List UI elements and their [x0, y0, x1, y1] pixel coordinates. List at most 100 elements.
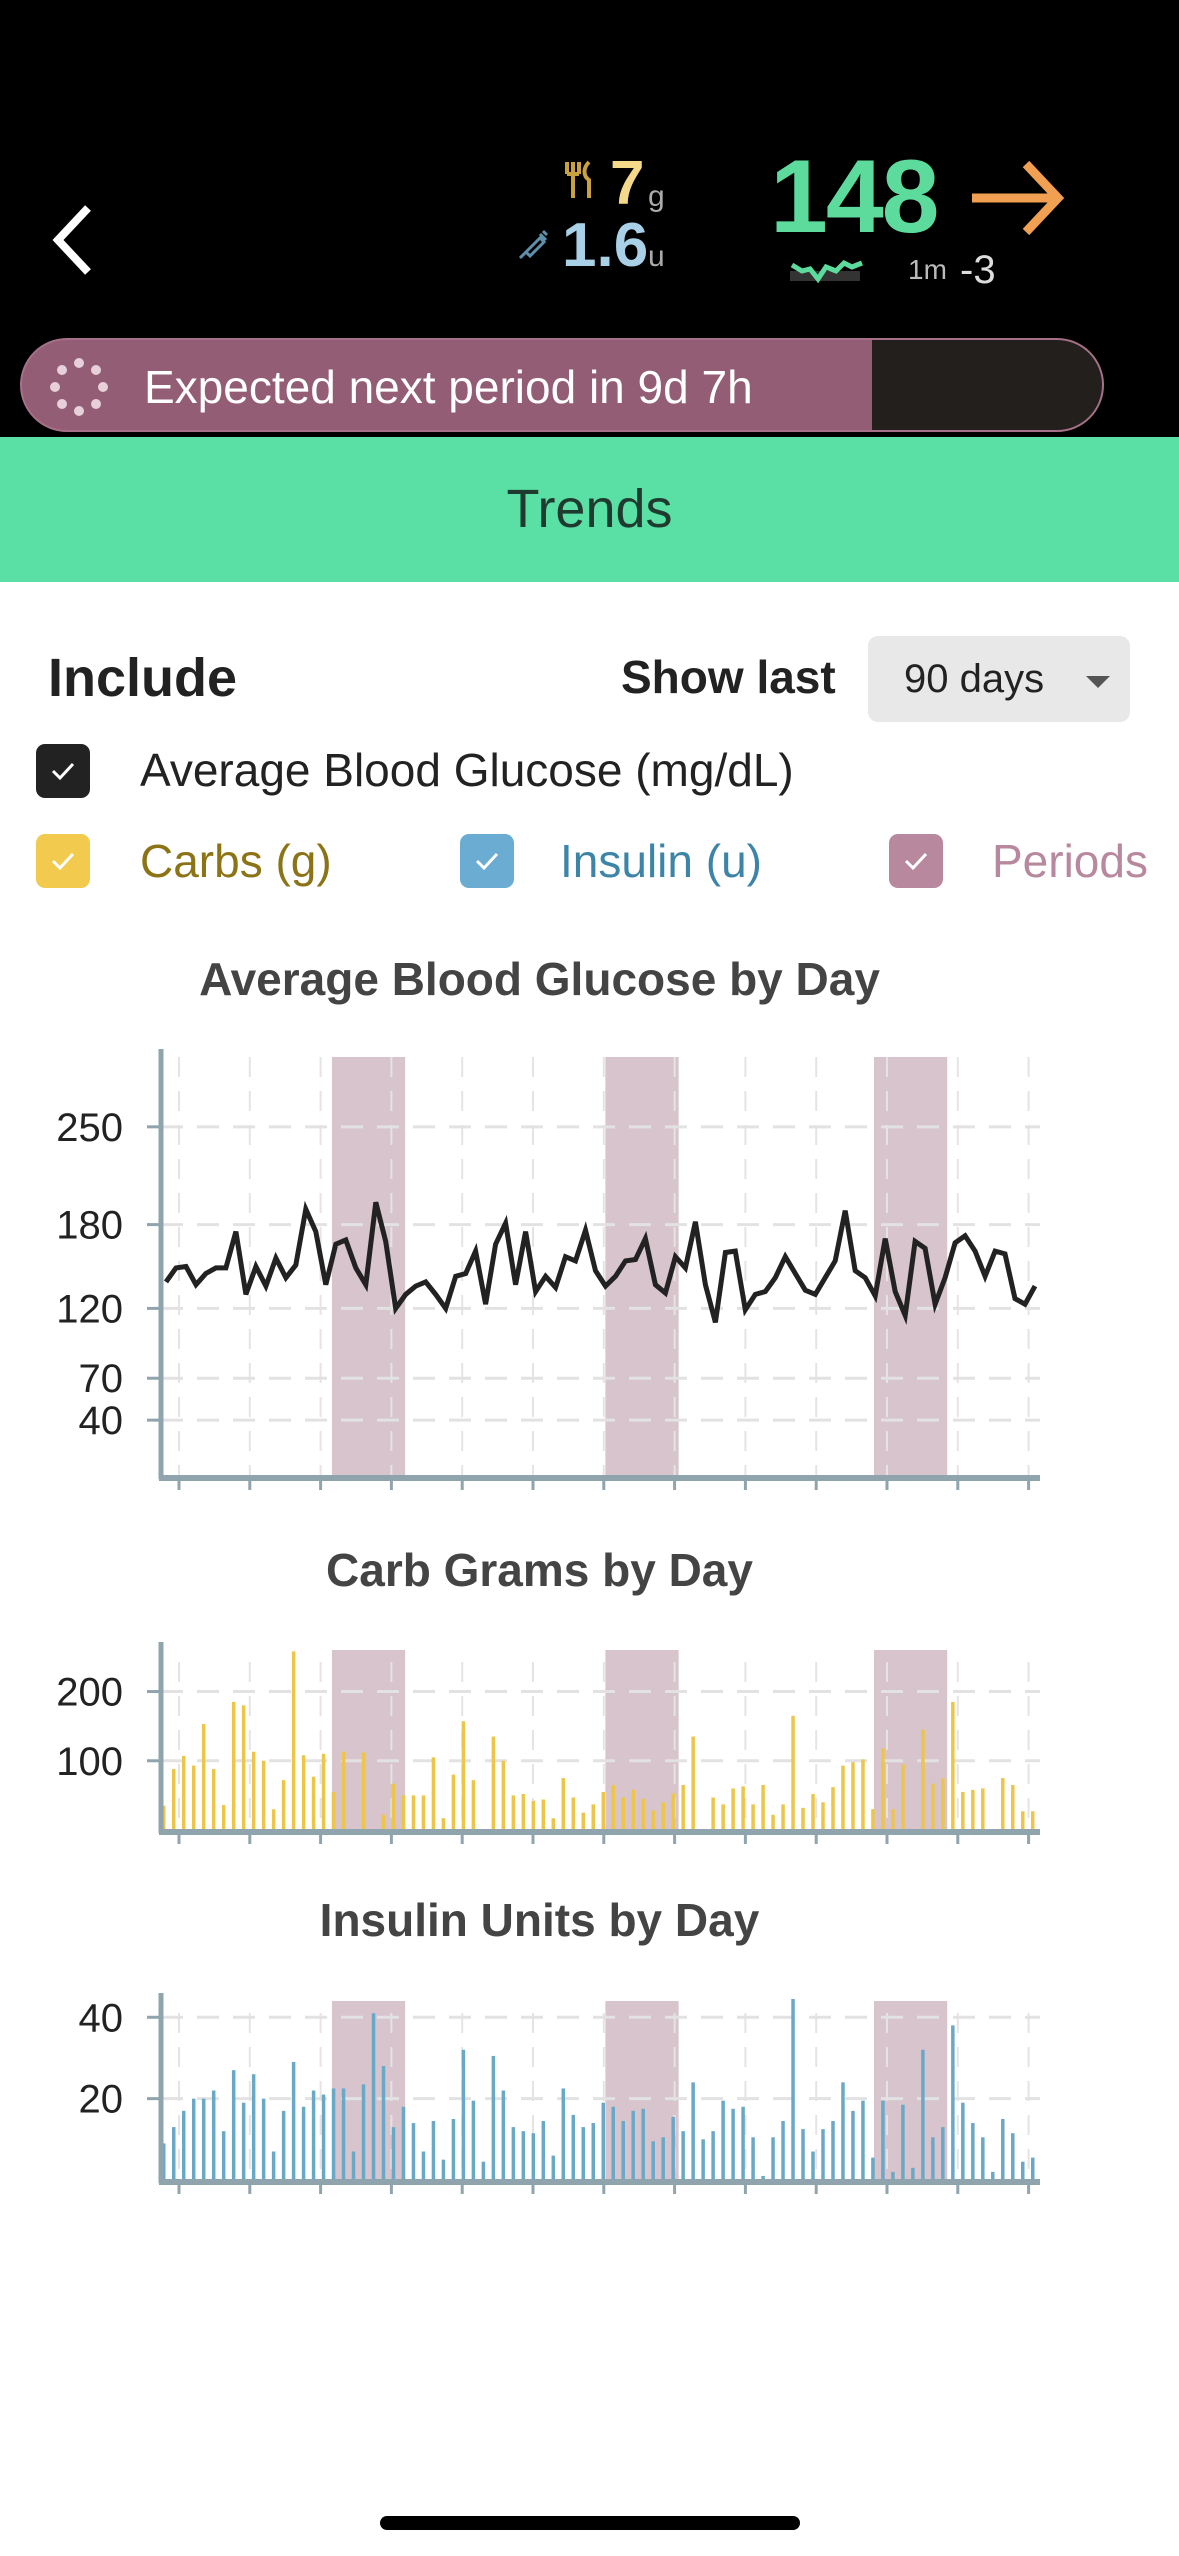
chart-title-insulin: Insulin Units by Day [319, 1894, 760, 1946]
insulin-bar [511, 2127, 516, 2180]
carb-bar [571, 1797, 576, 1830]
insulin-bar [231, 2070, 236, 2180]
y-tick-label: 100 [56, 1740, 123, 1784]
carb-bar [681, 1785, 685, 1830]
trend-arrow-right-icon [972, 160, 1065, 236]
checkbox-insulin[interactable] [460, 834, 514, 888]
insulin-bar [921, 2049, 925, 2180]
insulin-bar [611, 2106, 615, 2180]
y-tick-label: 180 [56, 1204, 123, 1248]
carb-bar [611, 1785, 615, 1830]
insulin-bar [301, 2106, 306, 2180]
insulin-bar [431, 2121, 436, 2180]
carb-bar [521, 1794, 526, 1830]
show-last-label: Show last [621, 651, 836, 703]
sparkline-icon [790, 259, 863, 284]
carb-bar [741, 1786, 745, 1830]
insulin-bar [991, 2171, 995, 2180]
insulin-bar [871, 2157, 875, 2180]
carb-bar [641, 1798, 645, 1830]
carb-bar [931, 1783, 935, 1830]
checkbox-label-insulin[interactable]: Insulin (u) [560, 835, 762, 887]
insulin-bar [551, 2155, 556, 2180]
carb-bar [771, 1814, 775, 1830]
carb-bar [921, 1729, 925, 1830]
insulin-bar [621, 2121, 625, 2180]
insulin-bar [881, 2100, 885, 2180]
carb-bar [561, 1778, 566, 1830]
insulin-bar [671, 2116, 675, 2180]
insulin-bar [491, 2055, 496, 2180]
insulin-bar [441, 2159, 446, 2180]
insulin-bar [561, 2088, 566, 2180]
checkbox-carbs[interactable] [36, 834, 90, 888]
checkbox-label-periods[interactable]: Periods [992, 835, 1148, 887]
carb-bar [831, 1787, 835, 1830]
checkbox-label-carbs[interactable]: Carbs (g) [140, 835, 332, 887]
carb-bar [951, 1701, 955, 1830]
carb-bar [211, 1769, 216, 1830]
carb-bar [841, 1765, 845, 1830]
carb-bar [721, 1804, 725, 1830]
carb-bar [511, 1795, 516, 1830]
insulin-bar [751, 2137, 755, 2180]
insulin-bar [311, 2090, 316, 2180]
insulin-bar [521, 2131, 526, 2180]
insulin-bar [971, 2123, 975, 2180]
insulin-bar [831, 2121, 835, 2180]
carb-bar [271, 1809, 276, 1830]
checkbox-periods[interactable] [889, 834, 943, 888]
banner-text: Expected next period in 9d 7h [144, 361, 753, 413]
checkmark-icon [51, 762, 75, 781]
insulin-bar [531, 2133, 536, 2180]
period-banner[interactable]: Expected next period in 9d 7h [20, 338, 1104, 432]
insulin-bar [181, 2110, 186, 2180]
insulin-bar [251, 2074, 256, 2180]
checkbox-glucose[interactable] [36, 744, 90, 798]
carb-bar [711, 1797, 715, 1830]
insulin-bar [391, 2127, 396, 2180]
insulin-bar [841, 2082, 845, 2180]
insulin-bar [651, 2141, 655, 2180]
insulin-bar [451, 2118, 456, 2180]
carb-bar [341, 1751, 346, 1830]
carb-bar [201, 1724, 206, 1830]
page-title: Trends [0, 437, 1179, 582]
carb-bar [241, 1705, 246, 1830]
insulin-bar [601, 2102, 605, 2180]
carb-bar [501, 1760, 506, 1830]
carb-bar [531, 1800, 536, 1830]
show-last-dropdown[interactable]: 90 days [868, 636, 1130, 722]
insulin-bar [191, 2098, 196, 2180]
carb-bar [781, 1804, 785, 1830]
carb-bar [861, 1759, 865, 1830]
carb-bar [471, 1780, 476, 1830]
insulin-bar [711, 2131, 715, 2180]
carb-bar [671, 1793, 675, 1830]
insulin-bar [471, 2100, 476, 2180]
insulin-bar [351, 2151, 356, 2180]
carb-bar [821, 1802, 825, 1830]
carb-bar [162, 1805, 166, 1830]
insulin-bar [1001, 2118, 1005, 2180]
carbs-value: 7 [610, 149, 645, 218]
carb-bar [941, 1778, 945, 1830]
checkbox-label-glucose[interactable]: Average Blood Glucose (mg/dL) [140, 744, 794, 796]
period-band [873, 1650, 948, 1830]
insulin-bar [241, 2102, 246, 2180]
insulin-bar [321, 2094, 326, 2180]
delta-time: 1m [908, 254, 947, 285]
insulin-bar [891, 2171, 895, 2180]
period-band [873, 2001, 948, 2180]
insulin-bar [771, 2137, 775, 2180]
banner-progress-remaining [872, 340, 1102, 430]
home-indicator[interactable] [380, 2516, 800, 2530]
y-tick-label: 40 [79, 1996, 124, 2040]
insulin-value: 1.6 [562, 211, 649, 280]
delta-value: -3 [960, 248, 996, 292]
insulin-bar [371, 2013, 376, 2180]
insulin-bar [641, 2108, 645, 2180]
back-chevron-icon[interactable] [44, 200, 104, 280]
insulin-bar [781, 2121, 785, 2180]
